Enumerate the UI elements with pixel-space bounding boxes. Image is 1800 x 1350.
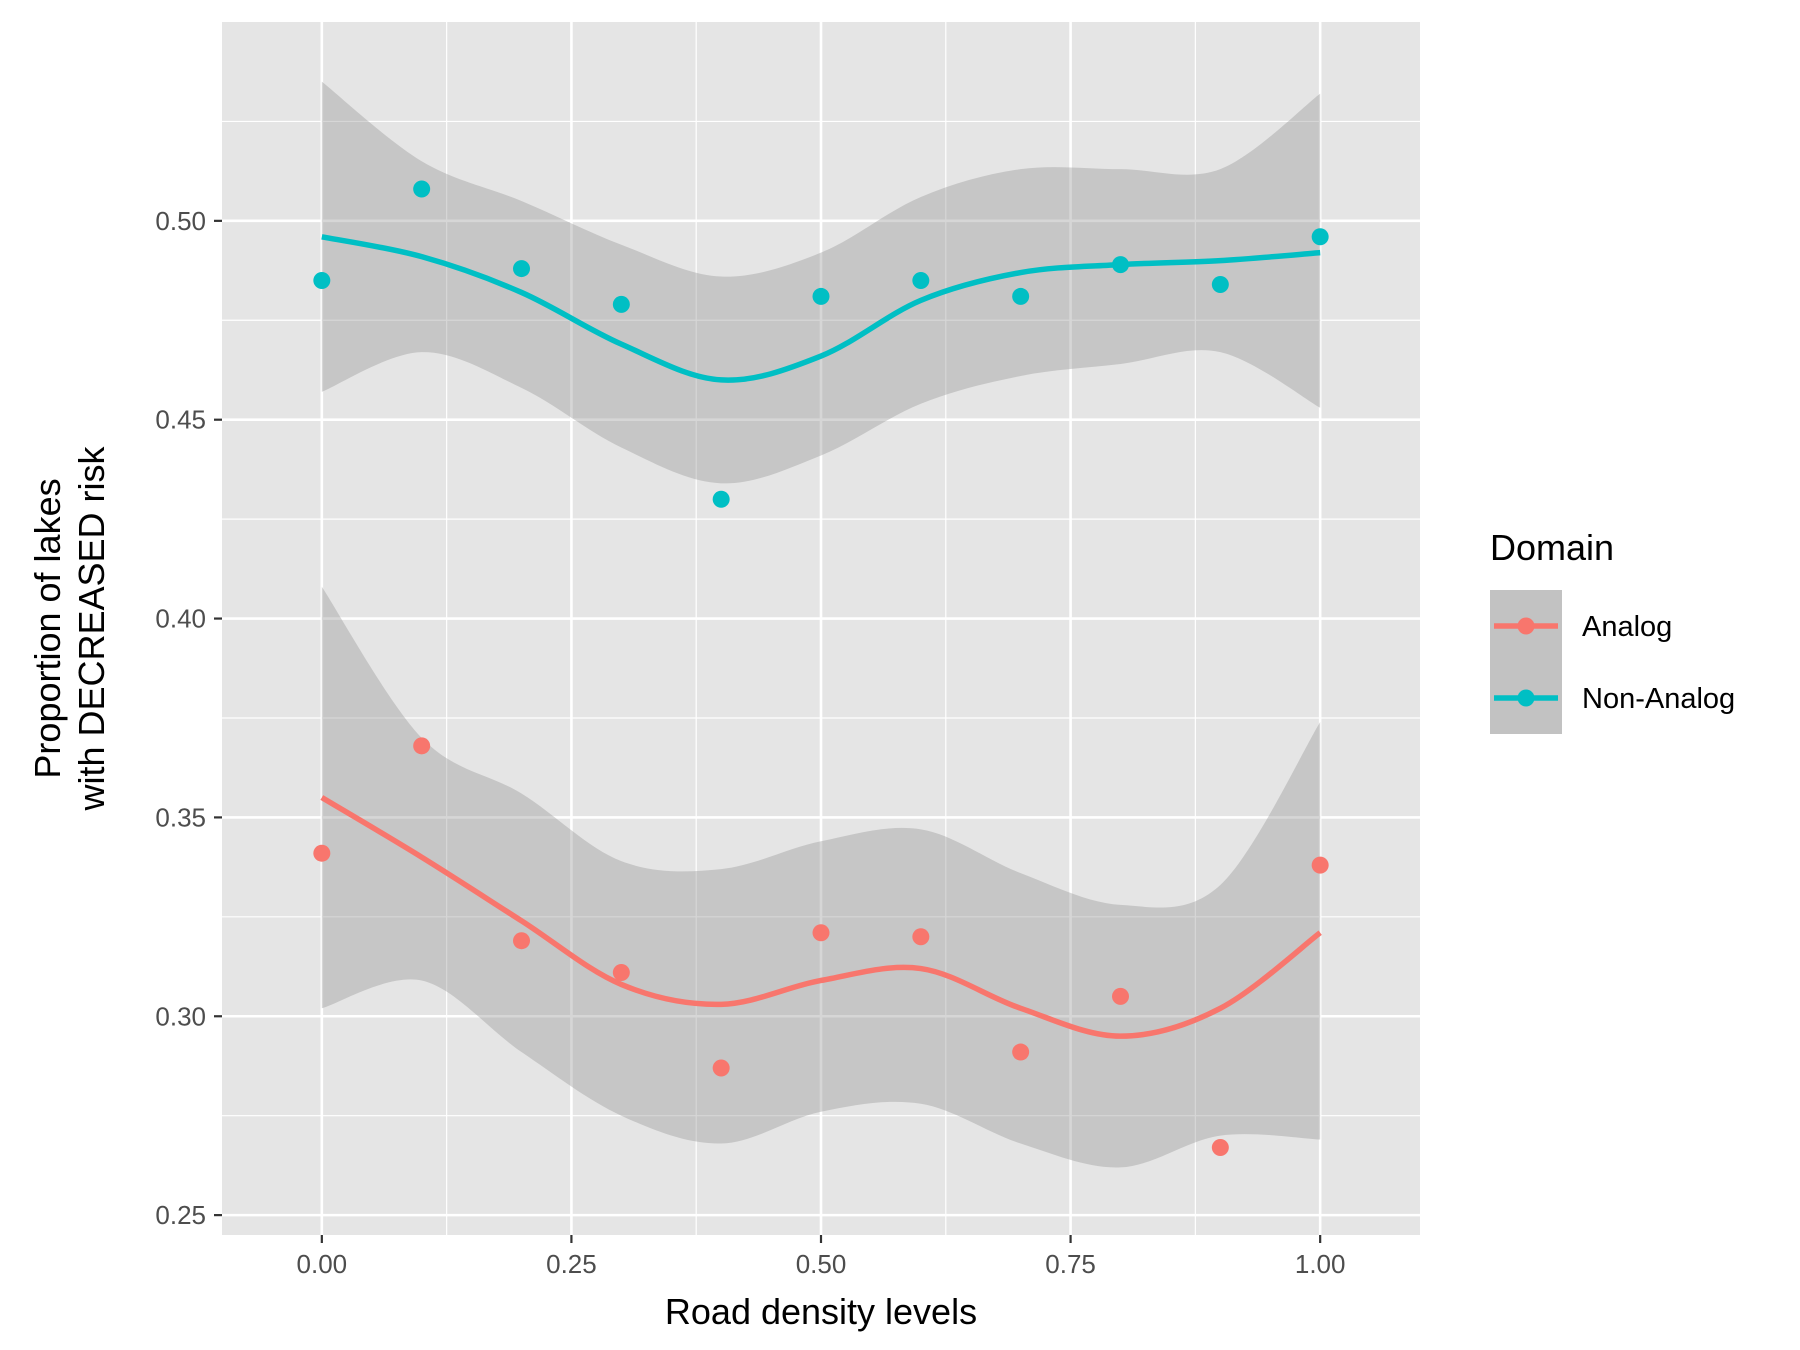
data-point (612, 295, 630, 313)
y-tick-label: 0.40 (155, 604, 206, 634)
x-tick-label: 1.00 (1295, 1249, 1346, 1279)
data-point (812, 924, 830, 942)
confidence-ribbon (321, 586, 1321, 1168)
legend-label: Non-Analog (1582, 683, 1735, 715)
y-axis-title: Proportion of lakeswith DECREASED risk (27, 445, 112, 811)
data-point (413, 180, 431, 198)
data-point (313, 844, 331, 862)
x-tick-label: 0.50 (796, 1249, 847, 1279)
axes: 0.00 0.25 0.50 0.75 1.00 0.25 0.30 0.35 0.40 0.45… (27, 206, 1345, 1332)
smooth-line (320, 795, 1322, 1039)
x-tick-label: 0.75 (1045, 1249, 1096, 1279)
data-point (1211, 275, 1229, 293)
legend-label: Analog (1582, 611, 1672, 643)
x-tick-label: 0.25 (546, 1249, 597, 1279)
y-tick-label: 0.45 (155, 405, 206, 435)
data-point (1112, 987, 1129, 1005)
data-point (712, 1059, 730, 1077)
data-point (1311, 856, 1329, 874)
legend-title: Domain (1490, 527, 1614, 568)
legend-key-point (1517, 689, 1535, 707)
plot-panel (222, 22, 1420, 1235)
data-point (812, 287, 830, 305)
legend-key-point (1517, 617, 1535, 635)
legend: Domain Analog Non-Analog (1490, 527, 1735, 734)
smooth-line (321, 234, 1321, 383)
y-tick-label: 0.35 (155, 802, 206, 832)
y-axis-title-line: with DECREASED risk (71, 445, 112, 811)
x-axis-title: Road density levels (665, 1291, 977, 1332)
data-point (313, 272, 331, 290)
y-tick-label: 0.50 (155, 206, 206, 236)
data-point (1211, 1139, 1229, 1157)
x-tick-label: 0.00 (297, 1249, 348, 1279)
data-point (1012, 1043, 1030, 1061)
data-point (413, 737, 431, 755)
data-point (1311, 228, 1329, 246)
data-point (612, 964, 630, 982)
y-axis-title-line: Proportion of lakes (27, 478, 68, 778)
y-tick-label: 0.30 (155, 1001, 206, 1031)
data-point (912, 272, 930, 290)
confidence-ribbon (321, 81, 1321, 484)
data-point (513, 260, 530, 278)
y-tick-label: 0.25 (155, 1200, 206, 1230)
data-point (912, 928, 930, 946)
data-point (1012, 287, 1030, 305)
data-point (712, 490, 730, 508)
data-point (513, 932, 530, 950)
